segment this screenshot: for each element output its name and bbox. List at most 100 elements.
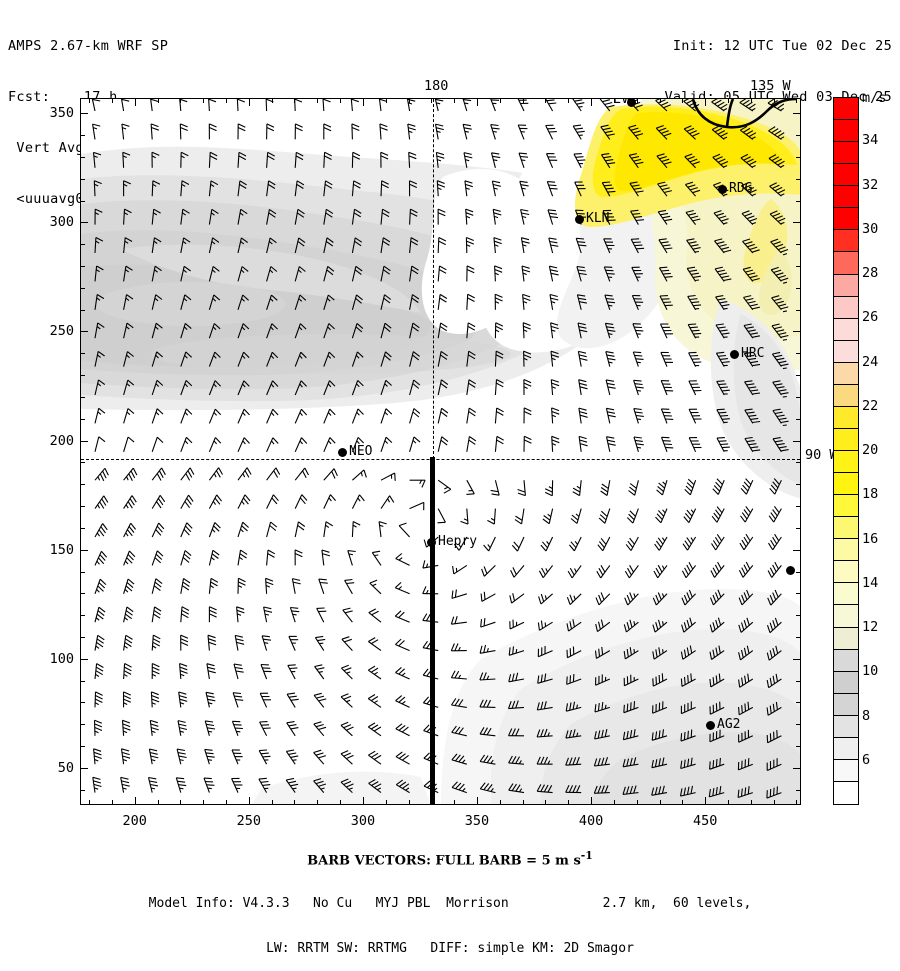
colorbar-unit-label: m/s xyxy=(862,90,886,106)
y-tick-right xyxy=(796,484,801,485)
x-tick-top xyxy=(705,98,706,106)
colorbar-band xyxy=(834,473,858,495)
wind-barb xyxy=(656,99,671,111)
wind-barb xyxy=(295,267,305,282)
wind-barb xyxy=(711,562,724,577)
x-axis-tick-label: 400 xyxy=(561,813,621,829)
wind-barb xyxy=(596,620,610,632)
wind-barb xyxy=(495,266,503,282)
wind-barb xyxy=(741,506,753,522)
wind-barb xyxy=(552,436,560,452)
wind-barb xyxy=(745,381,760,395)
wind-barb xyxy=(238,267,248,282)
wind-barb xyxy=(396,724,410,736)
wind-barb xyxy=(657,480,667,495)
wind-barb xyxy=(549,238,559,253)
wind-barb xyxy=(712,534,725,550)
wind-barb xyxy=(712,507,724,523)
y-tick-right xyxy=(796,135,801,136)
wind-barb xyxy=(658,182,672,196)
header-title: AMPS 2.67-km WRF SP xyxy=(8,38,244,55)
colorbar-tick-label: 20 xyxy=(862,442,878,458)
wind-barb xyxy=(124,523,136,537)
wind-barb xyxy=(124,295,133,310)
wind-barb xyxy=(745,409,760,423)
y-tick-right xyxy=(796,310,801,311)
wind-barb xyxy=(661,324,673,338)
y-axis-tick-label: 50 xyxy=(28,760,74,776)
wind-barb xyxy=(660,267,673,281)
wind-barb xyxy=(657,154,672,168)
y-tick xyxy=(80,266,85,267)
station-label: HRC xyxy=(741,346,764,361)
y-tick xyxy=(80,157,85,158)
wind-barb xyxy=(480,727,495,736)
wind-barb xyxy=(710,618,724,633)
y-tick xyxy=(80,441,88,442)
x-tick xyxy=(523,800,524,805)
wind-barb xyxy=(209,607,216,623)
wind-barb xyxy=(372,551,381,565)
wind-barb xyxy=(181,380,192,395)
wind-barb xyxy=(95,351,105,366)
wind-barb xyxy=(436,124,444,139)
colorbar-band xyxy=(834,605,858,627)
wind-barb xyxy=(237,99,245,111)
wind-barb xyxy=(267,238,277,253)
wind-barb xyxy=(381,152,388,168)
y-tick-right xyxy=(793,222,801,223)
wind-barb xyxy=(317,608,327,622)
wind-barb xyxy=(267,495,279,509)
x-tick xyxy=(454,800,455,805)
wind-barb xyxy=(152,607,161,622)
wind-barb xyxy=(712,99,728,111)
map-plot-area[interactable]: LVT RDG KLN HRC NEO Hepry AG2 xyxy=(80,98,801,805)
wind-barb xyxy=(438,294,447,309)
station-dot xyxy=(718,185,727,194)
wind-barb xyxy=(369,780,382,793)
colorbar-tick-label: 16 xyxy=(862,531,878,547)
wind-barb xyxy=(368,723,381,736)
wind-barb xyxy=(352,522,360,538)
wind-barb xyxy=(410,266,419,281)
wind-barb xyxy=(683,537,696,550)
wind-barb xyxy=(152,664,159,680)
wind-barb xyxy=(623,786,638,795)
wind-barb xyxy=(577,267,587,282)
wind-barb xyxy=(772,352,788,368)
y-tick-right xyxy=(796,702,801,703)
wind-barb xyxy=(740,126,756,139)
wind-barb xyxy=(552,408,560,424)
x-tick-top xyxy=(728,98,729,103)
x-tick xyxy=(774,800,775,805)
wind-barb xyxy=(319,579,328,594)
colorbar-band xyxy=(834,760,858,782)
wind-barb xyxy=(152,495,165,508)
wind-barb xyxy=(467,323,475,338)
wind-barb xyxy=(713,479,724,495)
wind-barb xyxy=(716,296,730,310)
wind-barb xyxy=(768,99,784,111)
colorbar-band xyxy=(834,716,858,738)
y-tick xyxy=(80,201,85,202)
x-tick xyxy=(386,800,387,805)
station-label: RDG xyxy=(729,181,752,196)
colorbar-band xyxy=(834,694,858,716)
wind-barb xyxy=(95,664,103,679)
wind-barb xyxy=(633,352,643,367)
x-tick xyxy=(363,797,364,805)
y-tick-right xyxy=(796,724,801,725)
y-tick xyxy=(80,179,85,180)
wind-barb xyxy=(467,437,476,452)
wind-barb xyxy=(152,380,163,395)
wind-barb xyxy=(770,479,782,495)
wind-barb xyxy=(352,124,359,139)
colorbar[interactable] xyxy=(833,97,859,805)
wind-barb xyxy=(315,636,325,650)
wind-barb xyxy=(233,693,243,708)
wind-barb xyxy=(352,470,366,480)
wind-barb xyxy=(484,537,496,551)
wind-barb xyxy=(548,210,558,225)
wind-barb xyxy=(95,209,102,225)
wind-barb xyxy=(178,721,187,736)
